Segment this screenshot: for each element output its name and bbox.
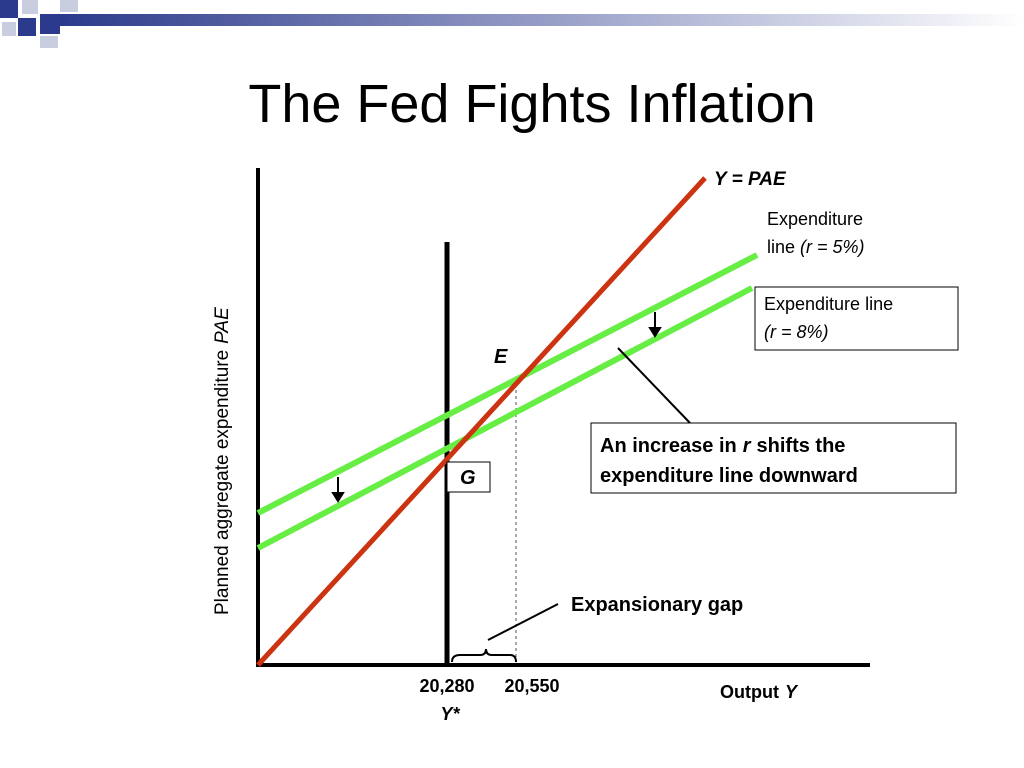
45-degree-line <box>256 176 707 667</box>
callout-pointer <box>617 347 691 424</box>
point-label: G <box>460 467 476 489</box>
curve-label: line (r = 5%) <box>767 237 865 257</box>
shift-arrow <box>331 312 662 503</box>
potential-output-label: Y* <box>440 704 460 724</box>
point-label: E <box>494 346 508 368</box>
x-tick-label: 20,550 <box>504 676 559 696</box>
annotation-text: shifts the <box>757 435 846 457</box>
curve-label: Expenditure <box>767 209 863 229</box>
curve-label-italic: (r = 5%) <box>800 237 865 257</box>
curve-label: Expenditure line <box>764 294 893 314</box>
annotation: expenditure line downward <box>600 465 858 487</box>
x-axis-label: Output Y <box>720 682 799 702</box>
y-axis-label-italic: PAE <box>212 307 233 344</box>
curve-label-text: line <box>767 237 795 257</box>
label-box <box>754 286 959 351</box>
y-axis-label-text: Planned aggregate expenditure <box>212 350 233 615</box>
x-tick-label: 20,280 <box>419 676 474 696</box>
expenditure-line-8 <box>256 285 754 551</box>
x-axis-label-italic: Y <box>785 682 799 702</box>
expenditure-line-5 <box>256 252 759 516</box>
curve-label: (r = 8%) <box>764 322 829 342</box>
annotation-text: An increase in <box>600 435 737 457</box>
diagram <box>256 168 959 667</box>
curve-label: Y = PAE <box>714 169 787 190</box>
x-axis-label-text: Output <box>720 682 779 702</box>
gap-pointer <box>487 603 559 641</box>
point-g-box <box>446 461 491 493</box>
decoration <box>0 0 1024 48</box>
gap-brace <box>451 648 517 663</box>
annotation-italic: r <box>743 435 752 457</box>
annotation-box <box>590 422 957 494</box>
annotation: An increase in r shifts the <box>600 435 845 457</box>
title: The Fed Fights Inflation <box>248 74 815 134</box>
y-axis-label: Planned aggregate expenditure PAE <box>212 307 233 615</box>
gap-label: Expansionary gap <box>571 594 743 616</box>
